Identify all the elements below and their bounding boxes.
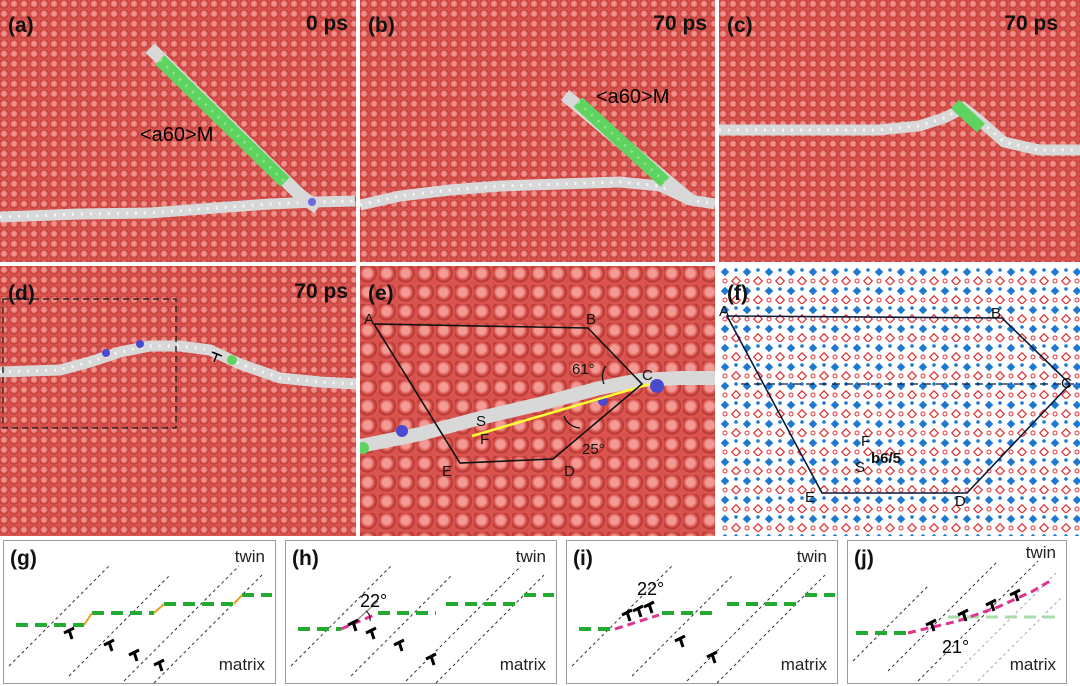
- panel-f-label: (f): [727, 282, 748, 305]
- schematic-i-bottom: matrix: [780, 655, 827, 674]
- schematic-j: 21° (j) twin matrix: [847, 540, 1067, 684]
- point-E: E: [442, 463, 452, 480]
- point-S-f: S: [855, 459, 865, 476]
- point-E-f: E: [805, 489, 815, 506]
- panel-e: A B C D E F S 61° 25° (e): [360, 266, 715, 536]
- point-D-f: D: [955, 493, 966, 510]
- panel-b: (b) 70 ps <a60>M: [360, 0, 715, 262]
- point-A: A: [364, 311, 374, 328]
- schematic-i: 22° (i) twin matrix: [566, 540, 838, 684]
- panel-c-label: (c): [727, 14, 753, 37]
- panel-d: (d) 70 ps: [0, 266, 356, 536]
- point-C-f: C: [1061, 375, 1072, 392]
- panel-c-time: 70 ps: [1004, 12, 1058, 35]
- point-B-f: B: [991, 305, 1001, 322]
- panel-a-time: 0 ps: [305, 12, 348, 35]
- schematic-g: (g) twin matrix: [3, 540, 276, 684]
- schematic-i-top: twin: [796, 547, 827, 566]
- panel-c-overlay: [719, 99, 1080, 156]
- panel-f-overlay: A B C D E F S b6/5: [719, 266, 1080, 536]
- point-B: B: [586, 311, 596, 328]
- schematic-g-bottom: matrix: [218, 655, 265, 674]
- schematic-g-label: (g): [10, 547, 37, 570]
- point-A-f: A: [719, 303, 729, 320]
- panel-d-time: 70 ps: [294, 280, 348, 303]
- panel-d-label: (d): [8, 282, 35, 305]
- panel-c: (c) 70 ps: [719, 0, 1080, 262]
- schematic-g-top: twin: [234, 547, 265, 566]
- panel-b-overlay: [360, 90, 715, 211]
- panel-a-annotation: <a60>M: [140, 124, 214, 146]
- panel-e-overlay: A B C D E F S 61° 25°: [360, 311, 715, 480]
- panel-a: (a) 0 ps <a60>M: [0, 0, 356, 262]
- panel-e-label: (e): [368, 282, 394, 305]
- schematic-i-angle: 22°: [637, 579, 664, 599]
- point-C: C: [642, 367, 653, 384]
- schematic-j-bottom: matrix: [1009, 655, 1056, 674]
- panel-a-label: (a): [8, 14, 34, 37]
- panel-a-overlay: [0, 43, 356, 223]
- point-D: D: [564, 463, 575, 480]
- schematic-j-angle: 21°: [942, 637, 969, 657]
- panel-b-annotation: <a60>M: [596, 86, 670, 108]
- panel-f: A B C D E F S b6/5 (f): [719, 266, 1080, 536]
- schematic-j-top: twin: [1025, 543, 1056, 562]
- schematic-h-label: (h): [292, 547, 319, 570]
- panel-b-label: (b): [368, 14, 395, 37]
- angle-61: 61°: [572, 361, 595, 378]
- schematic-h-angle: 22°: [360, 591, 387, 611]
- schematic-h-bottom: matrix: [499, 655, 546, 674]
- panel-b-time: 70 ps: [653, 12, 707, 35]
- point-F: F: [480, 431, 489, 448]
- point-S: S: [476, 413, 486, 430]
- panel-d-overlay: [0, 298, 356, 429]
- schematic-i-label: (i): [573, 547, 593, 570]
- schematic-h-top: twin: [515, 547, 546, 566]
- schematic-j-label: (j): [854, 547, 874, 570]
- burgers-vector: b6/5: [871, 450, 901, 467]
- angle-25: 25°: [582, 441, 605, 458]
- schematic-h: 22° (h) twin matrix: [285, 540, 557, 684]
- point-F-f: F: [861, 433, 870, 450]
